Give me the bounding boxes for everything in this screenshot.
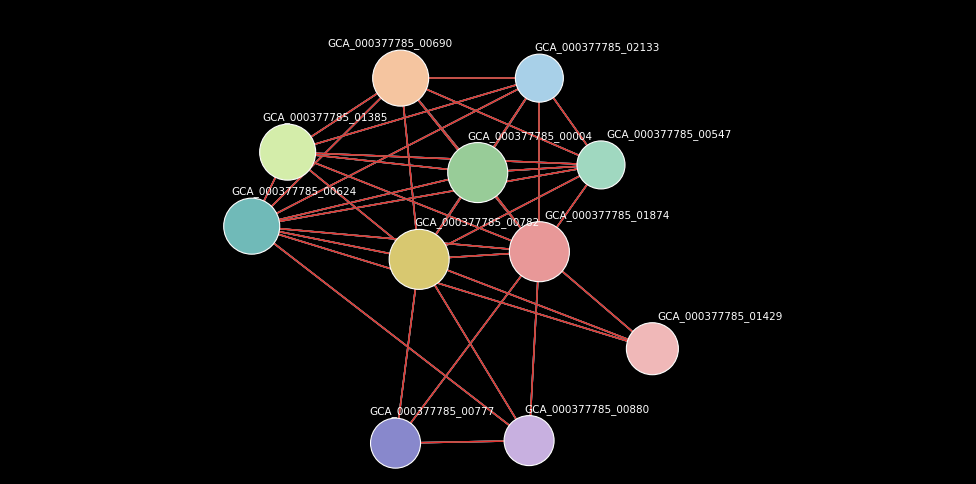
Ellipse shape — [509, 222, 569, 282]
Ellipse shape — [260, 125, 315, 181]
Ellipse shape — [224, 199, 280, 255]
Ellipse shape — [515, 55, 563, 103]
Text: GCA_000377785_00782: GCA_000377785_00782 — [414, 217, 540, 228]
Ellipse shape — [504, 416, 554, 466]
Text: GCA_000377785_01385: GCA_000377785_01385 — [262, 112, 387, 123]
Text: GCA_000377785_00777: GCA_000377785_00777 — [370, 406, 495, 416]
Text: GCA_000377785_00880: GCA_000377785_00880 — [524, 403, 649, 414]
Ellipse shape — [389, 230, 449, 290]
Text: GCA_000377785_00690: GCA_000377785_00690 — [328, 38, 453, 49]
Text: GCA_000377785_01429: GCA_000377785_01429 — [658, 310, 783, 321]
Ellipse shape — [371, 418, 421, 468]
Ellipse shape — [577, 142, 625, 190]
Text: GCA_000377785_01874: GCA_000377785_01874 — [545, 210, 670, 220]
Text: GCA_000377785_02133: GCA_000377785_02133 — [534, 42, 660, 53]
Ellipse shape — [373, 51, 428, 107]
Text: GCA_000377785_00547: GCA_000377785_00547 — [606, 129, 731, 139]
Ellipse shape — [627, 323, 678, 375]
Ellipse shape — [448, 143, 508, 203]
Text: GCA_000377785_00004: GCA_000377785_00004 — [468, 130, 592, 141]
Text: GCA_000377785_00624: GCA_000377785_00624 — [231, 186, 356, 197]
